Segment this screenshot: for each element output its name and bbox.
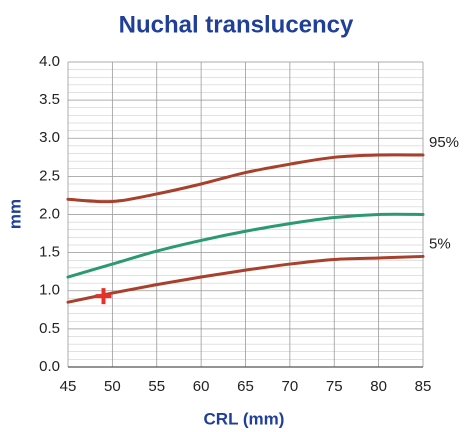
series-line (66, 153, 425, 204)
x-tick-label: 70 (282, 378, 299, 395)
series-label: 95% (429, 134, 459, 151)
x-tick-label: 65 (237, 378, 254, 395)
x-axis-label: CRL (mm) (204, 409, 285, 428)
y-tick-label: 0.5 (39, 320, 60, 337)
chart-title: Nuchal translucency (119, 11, 354, 38)
x-tick-label: 75 (326, 378, 343, 395)
series-line (66, 254, 425, 304)
y-tick-label: 4.0 (39, 53, 60, 70)
y-tick-label: 3.0 (39, 129, 60, 146)
y-tick-label: 3.5 (39, 91, 60, 108)
y-tick-label: 2.5 (39, 167, 60, 184)
y-tick-label: 1.0 (39, 282, 60, 299)
y-tick-label: 2.0 (39, 205, 60, 222)
x-tick-label: 55 (148, 378, 165, 395)
y-tick-label: 1.5 (39, 244, 60, 261)
x-tick-label: 45 (60, 378, 77, 395)
x-tick-label: 50 (104, 378, 121, 395)
series-line (66, 212, 425, 279)
x-tick-label: 60 (193, 378, 210, 395)
x-tick-label: 85 (415, 378, 432, 395)
x-tick-label: 80 (370, 378, 387, 395)
marker (95, 288, 112, 305)
y-axis-label: mm (5, 199, 24, 229)
y-tick-label: 0.0 (39, 358, 60, 375)
series-label: 5% (429, 235, 451, 252)
